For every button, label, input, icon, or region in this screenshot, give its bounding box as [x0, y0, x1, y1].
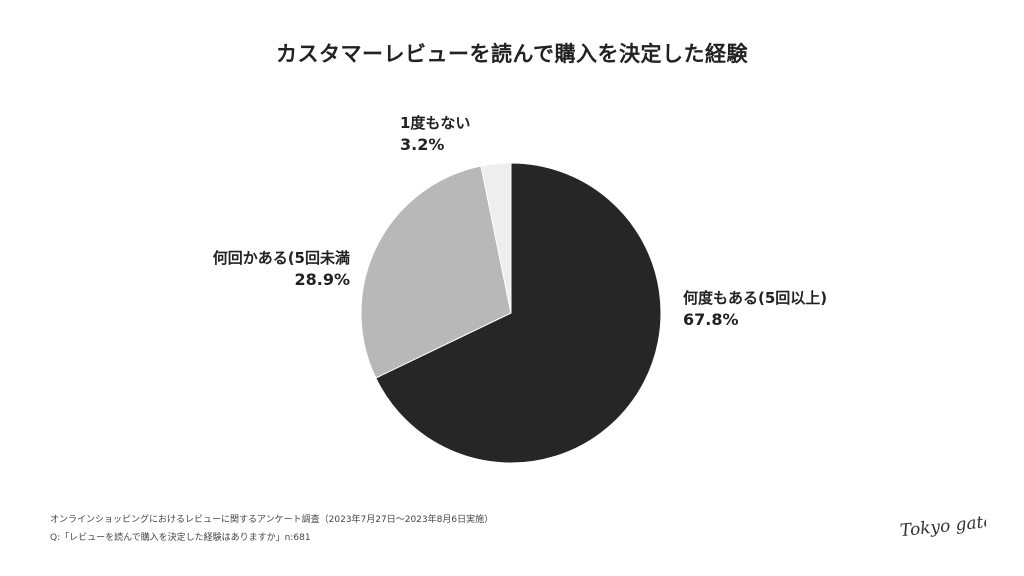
slice-label-never: 1度もない 3.2%: [400, 112, 520, 156]
survey-note: オンラインショッピングにおけるレビューに関するアンケート調査（2023年7月27…: [50, 515, 494, 525]
pie-slice-several-times: [360, 165, 512, 379]
slice-value-several-times: 28.9%: [294, 270, 350, 289]
logo-text: Tokyo gate: [899, 512, 986, 542]
slice-name-never: 1度もない: [400, 114, 471, 132]
tokyo-gate-logo: Tokyo gate: [899, 512, 986, 542]
pie-slice-never: [480, 162, 512, 314]
chart-title: カスタマーレビューを読んで購入を決定した経験: [276, 42, 748, 66]
slice-label-several-times: 何回かある(5回未満 28.9%: [170, 247, 350, 291]
slice-value-many-times: 67.8%: [683, 310, 739, 329]
slice-value-never: 3.2%: [400, 135, 445, 154]
slice-name-many-times: 何度もある(5回以上): [683, 289, 828, 307]
question-note: Q:「レビューを読んで購入を決定した経験はありますか」n:681: [50, 533, 311, 543]
pie-slice-many-times: [375, 162, 662, 464]
slice-label-many-times: 何度もある(5回以上) 67.8%: [683, 287, 827, 331]
slice-name-several-times: 何回かある(5回未満: [212, 249, 350, 267]
